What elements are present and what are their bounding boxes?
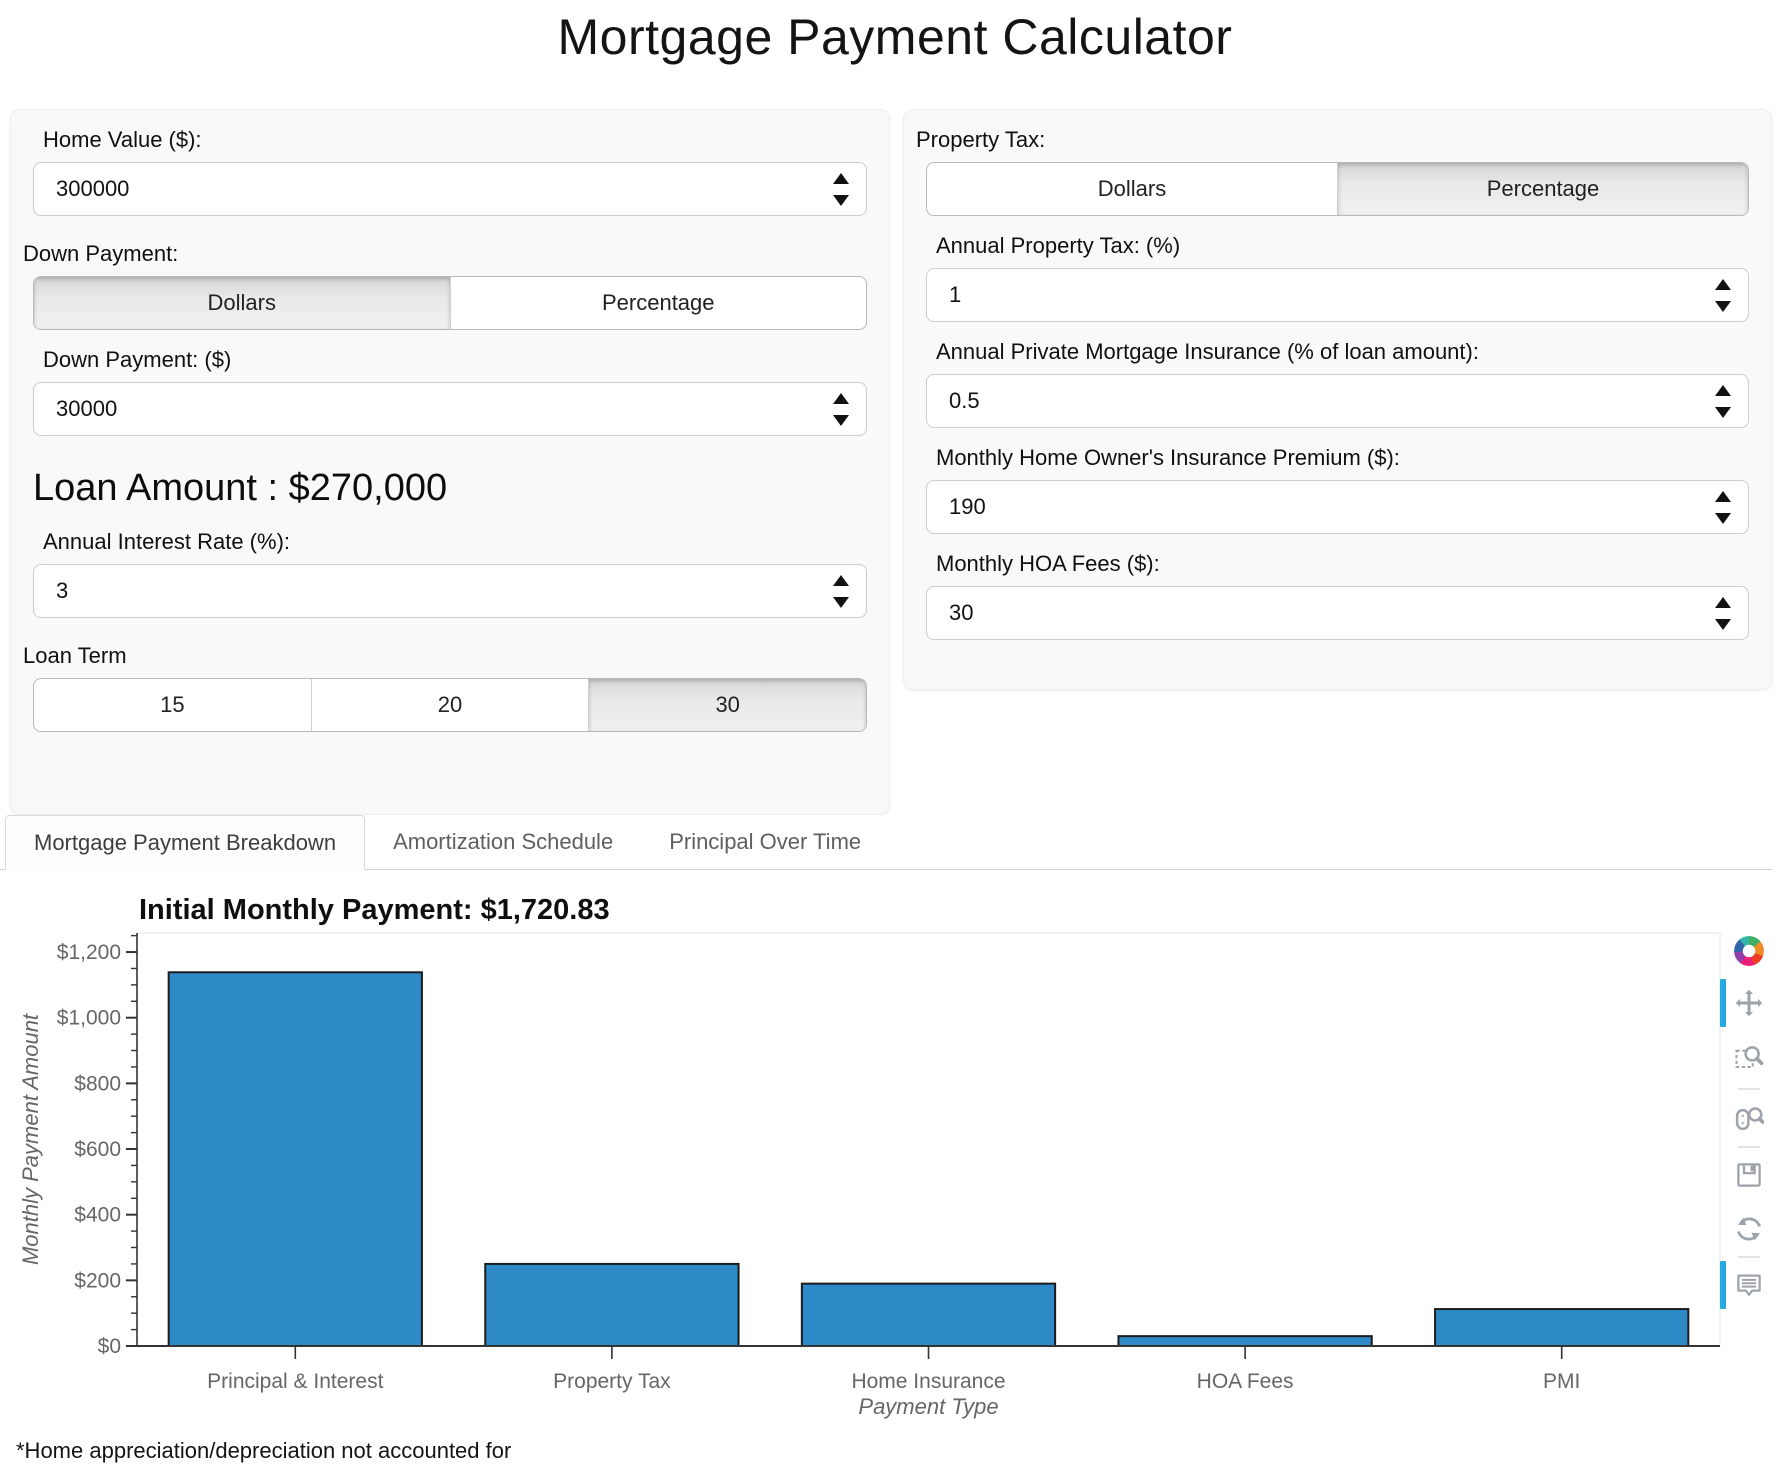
toolbar-separator [1738,1088,1760,1090]
option-15[interactable]: 15 [160,692,185,717]
interest-rate-label: Annual Interest Rate (%): [43,529,291,554]
interest-rate-input[interactable] [33,564,867,618]
annual-property-tax-field [926,268,1749,322]
tab-amortization-schedule[interactable]: Amortization Schedule [393,829,614,854]
annual-property-tax-label: Annual Property Tax: (%) [936,233,1181,258]
spinner [1715,268,1731,322]
home-value-field [33,162,867,216]
spinner [1715,480,1731,534]
loan-inputs-panel: Home Value ($): Down Payment: DollarsPer… [10,109,890,815]
tab-bar: Mortgage Payment Breakdown Amortization S… [0,815,1772,870]
option-dollars[interactable]: Dollars [1097,176,1167,201]
spinner-up-icon[interactable] [1715,490,1731,502]
loan-amount-text: Loan Amount : $270,000 [33,467,448,509]
hoa-input[interactable] [926,586,1749,640]
spinner-down-icon[interactable] [1715,512,1731,524]
annual-property-tax-input[interactable] [926,268,1749,322]
loan-term-label: Loan Term [23,643,127,668]
spinner-down-icon[interactable] [1715,300,1731,312]
toolbar-separator [1738,1256,1760,1258]
tax-insurance-panel: Property Tax: Dollars Percentage Annual P… [903,109,1772,690]
spinner-up-icon[interactable] [1715,596,1731,608]
y-tick-label: $400 [74,1204,121,1227]
payment-breakdown-chart: $0 $200 $400 $600 $800 $1,000 $1,200 Principal … [18,932,1721,1419]
y-tick-label: $1,000 [57,1007,121,1030]
loan-term-toggle: 15 20 30 [33,678,867,732]
property-tax-section-label: Property Tax: [916,127,1046,152]
interest-rate-field [33,564,867,618]
spinner-up-icon[interactable] [1715,278,1731,290]
down-payment-input[interactable] [33,382,867,436]
spinner-down-icon[interactable] [833,194,849,206]
bar-pmi [1434,1308,1690,1347]
down-payment-label: Down Payment: ($) [43,347,232,372]
home-value-label: Home Value ($): [43,127,202,152]
pmi-input[interactable] [926,374,1749,428]
save-tool-icon[interactable] [1734,1160,1764,1190]
pmi-label: Annual Private Mortgage Insurance (% of … [936,339,1479,364]
spinner-up-icon[interactable] [833,574,849,586]
pan-tool-icon[interactable] [1720,979,1764,1027]
bar-hoa-fees [1117,1335,1373,1347]
spinner-up-icon[interactable] [833,172,849,184]
plot-toolbar [1716,936,1788,1309]
option-30[interactable]: 30 [588,679,866,731]
tab-principal-over-time[interactable]: Principal Over Time [669,829,862,854]
chart-title: Initial Monthly Payment: $1,720.83 [139,894,610,926]
x-tick-label: PMI [1543,1370,1580,1393]
option-percentage[interactable]: Percentage [449,277,867,329]
hoa-label: Monthly HOA Fees ($): [936,551,1160,576]
home-insurance-field [926,480,1749,534]
down-payment-field [33,382,867,436]
spinner [833,162,849,216]
x-tick-label: HOA Fees [1197,1370,1294,1393]
spinner-down-icon[interactable] [1715,618,1731,630]
down-payment-section-label: Down Payment: [23,241,179,266]
reset-tool-icon[interactable] [1734,1214,1764,1244]
option-percentage[interactable]: Percentage [1337,163,1748,215]
bar-home-insurance [800,1282,1057,1347]
page-title: Mortgage Payment Calculator [557,9,1233,65]
x-tick-label: Principal & Interest [207,1370,383,1393]
hoa-field [926,586,1749,640]
y-tick-label: $800 [74,1072,121,1095]
spinner-down-icon[interactable] [1715,406,1731,418]
hover-tool-icon[interactable] [1720,1261,1764,1309]
y-tick-label: $600 [74,1138,121,1161]
home-value-input[interactable] [33,162,867,216]
spinner-up-icon[interactable] [833,392,849,404]
property-tax-mode-toggle: Dollars Percentage [926,162,1749,216]
footnote: *Home appreciation/depreciation not acco… [16,1438,512,1463]
x-tick-label: Property Tax [553,1370,671,1393]
box-zoom-tool-icon[interactable] [1734,1042,1764,1072]
spinner-up-icon[interactable] [1715,384,1731,396]
toolbar-separator [1738,1146,1760,1148]
y-tick-label: $0 [98,1335,121,1358]
y-tick-label: $200 [74,1269,121,1292]
home-insurance-input[interactable] [926,480,1749,534]
home-insurance-label: Monthly Home Owner's Insurance Premium (… [936,445,1400,470]
y-axis-title: Monthly Payment Amount [18,1013,43,1265]
bar-principal-interest [167,971,423,1347]
tab-mortgage-payment-breakdown[interactable]: Mortgage Payment Breakdown [5,815,366,870]
y-tick-label: $1,200 [57,941,121,964]
wheel-zoom-tool-icon[interactable] [1734,1102,1764,1132]
pmi-field [926,374,1749,428]
x-tick-label: Home Insurance [851,1370,1005,1393]
option-20[interactable]: 20 [310,679,589,731]
spinner-down-icon[interactable] [833,414,849,426]
spinner [1715,586,1731,640]
spinner [833,564,849,618]
down-payment-mode-toggle: Dollars Percentage [33,276,867,330]
bar-property-tax [484,1262,740,1348]
spinner [1715,374,1731,428]
spinner [833,382,849,436]
option-dollars[interactable]: Dollars [34,277,450,329]
spinner-down-icon[interactable] [833,596,849,608]
bokeh-logo-icon[interactable] [1734,936,1764,966]
x-axis-title: Payment Type [858,1394,998,1419]
